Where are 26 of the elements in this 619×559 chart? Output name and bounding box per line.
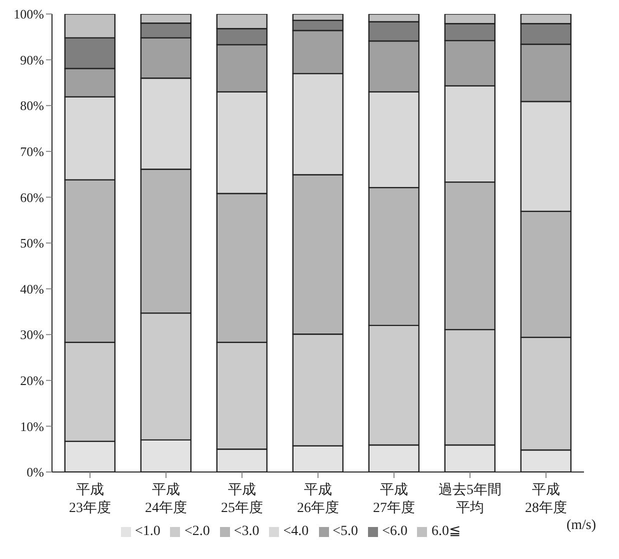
legend-label: <4.0 [283,524,309,539]
x-tick-label: 平成 24年度 [145,482,187,516]
legend-label: <1.0 [135,524,160,539]
x-tick-label: 過去5年間平均 [438,482,502,516]
y-tick-label: 70% [20,144,44,160]
x-tick-label: 平成 26年度 [297,482,339,516]
x-tick-label: 平成 27年度 [373,482,415,516]
legend-title: (m/s) [566,518,596,534]
y-tick-label: 50% [20,236,44,251]
legend-label: <2.0 [184,524,210,539]
x-tick-label: 平成 25年度 [221,482,263,516]
y-tick-label: 60% [20,190,44,205]
y-tick-label: 80% [20,98,44,114]
y-tick-label: 10% [20,418,44,434]
y-tick-label: 0% [26,464,44,480]
legend-label: <6.0 [382,524,408,539]
legend-label: <3.0 [234,524,260,539]
y-tick-label: 40% [20,281,44,296]
legend-label: <5.0 [332,524,358,539]
x-tick-label: 平成 23年度 [69,482,111,516]
x-tick-label: 平成 28年度 [525,482,567,516]
legend-label: 6.0≦ [431,524,461,539]
y-tick-label: 30% [20,327,44,342]
y-tick-label: 20% [20,373,44,388]
y-tick-label: 100% [14,6,44,22]
y-tick-label: 90% [20,52,44,68]
